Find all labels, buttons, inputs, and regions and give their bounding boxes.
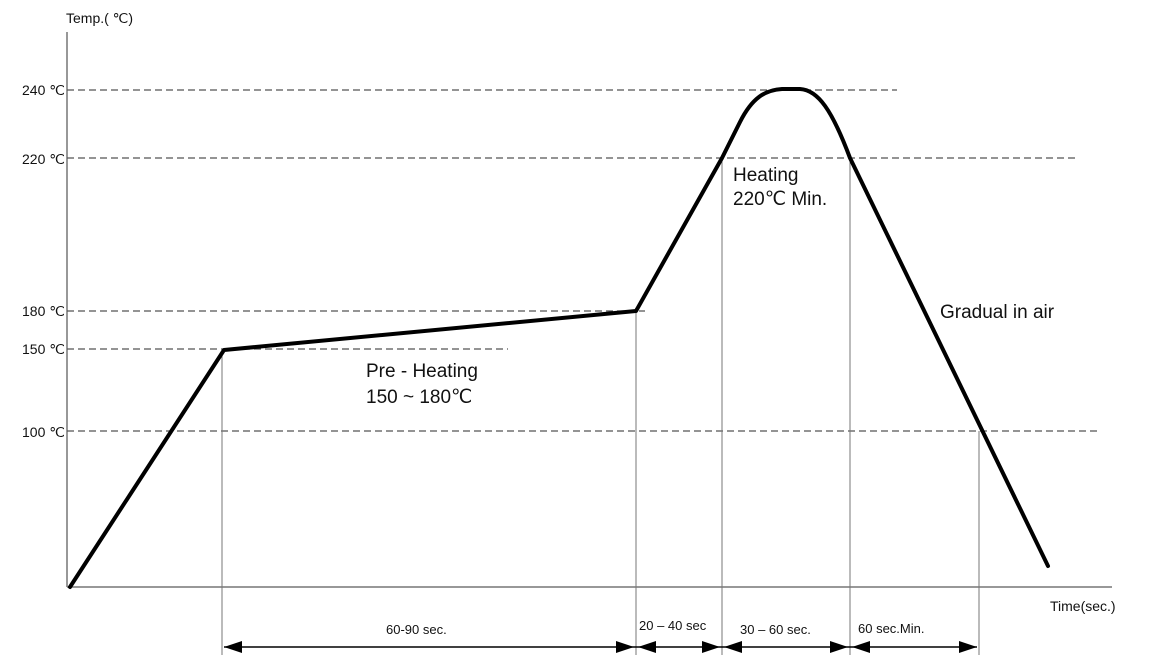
preheat-range-label: 150 ~ 180℃ bbox=[366, 387, 472, 408]
heating-min-label: 220℃ Min. bbox=[733, 189, 827, 210]
arrow-peak-right bbox=[830, 641, 848, 653]
arrow-ramp-left bbox=[638, 641, 656, 653]
tick-label-180: 180 ℃ bbox=[22, 303, 65, 319]
duration-ramp: 20 – 40 sec bbox=[639, 618, 707, 633]
profile-curve bbox=[68, 87, 1050, 589]
duration-peak: 30 – 60 sec. bbox=[740, 622, 811, 637]
tick-label-220: 220 ℃ bbox=[22, 151, 65, 167]
arrow-cool-right bbox=[959, 641, 977, 653]
tick-label-150: 150 ℃ bbox=[22, 341, 65, 357]
preheat-label: Pre - Heating bbox=[366, 361, 478, 382]
cooling-label: Gradual in air bbox=[940, 302, 1055, 323]
arrow-preheat-left bbox=[224, 641, 242, 653]
heating-label: Heating bbox=[733, 165, 799, 186]
tick-label-240: 240 ℃ bbox=[22, 82, 65, 98]
y-axis-title: Temp.( ℃) bbox=[66, 10, 133, 26]
x-axis-title: Time(sec.) bbox=[1050, 598, 1116, 614]
duration-cool: 60 sec.Min. bbox=[858, 621, 924, 636]
arrow-preheat-right bbox=[616, 641, 634, 653]
arrow-ramp-right bbox=[702, 641, 720, 653]
arrow-peak-left bbox=[724, 641, 742, 653]
duration-preheat: 60-90 sec. bbox=[386, 622, 447, 637]
tick-label-100: 100 ℃ bbox=[22, 424, 65, 440]
arrow-cool-left bbox=[852, 641, 870, 653]
